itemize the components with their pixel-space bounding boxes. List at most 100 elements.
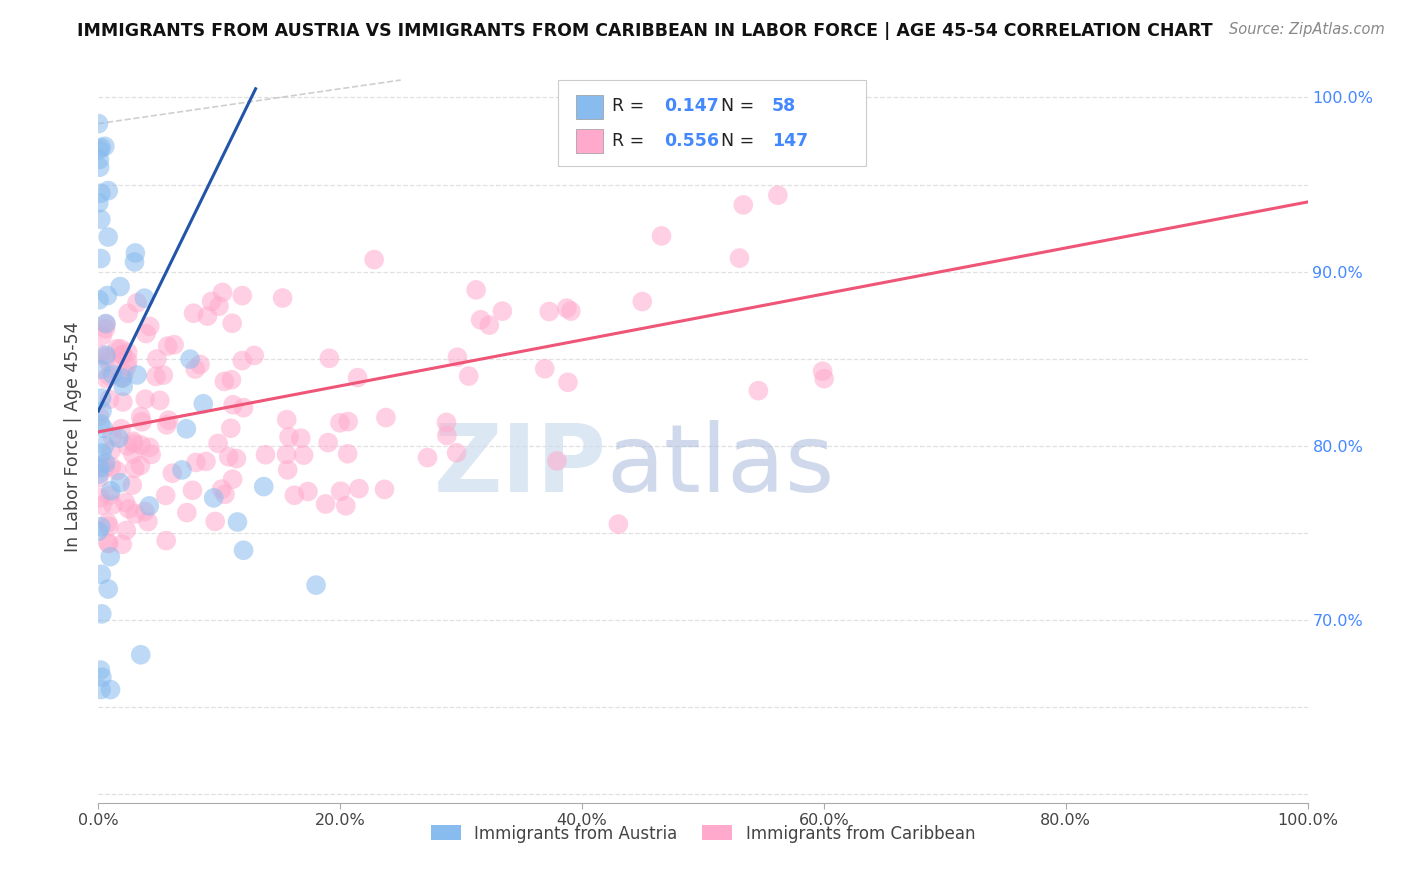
Point	[290, 431, 312, 445]
FancyBboxPatch shape	[576, 95, 603, 119]
Point	[138, 441, 160, 455]
Point	[747, 384, 769, 398]
Point	[557, 376, 579, 390]
Point	[176, 422, 198, 436]
Point	[184, 362, 207, 376]
Point	[112, 379, 135, 393]
Point	[87, 467, 110, 481]
Y-axis label: In Labor Force | Age 45-54: In Labor Force | Age 45-54	[65, 322, 83, 552]
Point	[232, 401, 254, 415]
Point	[197, 309, 219, 323]
Point	[207, 436, 229, 450]
Point	[318, 351, 340, 366]
Point	[90, 391, 112, 405]
Point	[152, 368, 174, 383]
Text: 0.147: 0.147	[664, 96, 718, 115]
Point	[94, 348, 117, 362]
Point	[329, 416, 352, 430]
Point	[478, 318, 501, 332]
Point	[651, 228, 673, 243]
Point	[184, 455, 207, 469]
Legend: Immigrants from Austria, Immigrants from Caribbean: Immigrants from Austria, Immigrants from…	[425, 818, 981, 849]
Point	[98, 549, 121, 564]
Point	[170, 463, 193, 477]
Point	[94, 317, 117, 331]
Point	[157, 413, 180, 427]
Point	[111, 348, 134, 362]
Point	[89, 461, 111, 475]
Point	[112, 366, 135, 380]
Point	[221, 373, 243, 387]
Point	[491, 304, 513, 318]
Point	[98, 488, 121, 502]
Point	[100, 483, 122, 498]
Point	[162, 466, 184, 480]
Point	[297, 484, 319, 499]
Point	[560, 304, 582, 318]
Point	[329, 484, 352, 499]
Point	[100, 443, 122, 458]
Point	[91, 421, 114, 435]
Point	[155, 488, 177, 502]
Point	[89, 160, 111, 174]
Point	[254, 448, 277, 462]
Point	[97, 355, 120, 369]
Point	[89, 293, 111, 307]
Point	[276, 448, 298, 462]
Point	[221, 472, 243, 486]
Point	[97, 516, 120, 530]
Point	[436, 428, 458, 442]
Point	[93, 439, 115, 453]
Point	[90, 212, 112, 227]
Point	[90, 446, 112, 460]
Point	[114, 495, 136, 509]
Point	[181, 483, 204, 498]
Point	[111, 371, 134, 385]
Point	[129, 438, 152, 452]
Point	[108, 475, 131, 490]
Point	[122, 434, 145, 449]
Text: N =: N =	[721, 132, 759, 150]
Point	[117, 306, 139, 320]
Point	[204, 515, 226, 529]
Point	[211, 482, 233, 496]
Point	[94, 322, 117, 336]
Point	[141, 447, 163, 461]
Point	[631, 294, 654, 309]
Point	[135, 326, 157, 341]
Point	[90, 140, 112, 154]
Text: R =: R =	[613, 96, 650, 115]
Point	[163, 337, 186, 351]
Point	[283, 488, 305, 502]
FancyBboxPatch shape	[558, 80, 866, 167]
Point	[193, 397, 215, 411]
Point	[96, 371, 118, 385]
Text: R =: R =	[613, 132, 650, 150]
Point	[90, 252, 112, 266]
Point	[200, 294, 222, 309]
Point	[124, 507, 146, 521]
Point	[111, 348, 134, 362]
Point	[811, 364, 834, 378]
Point	[91, 328, 114, 343]
Point	[176, 506, 198, 520]
Point	[124, 246, 146, 260]
Point	[97, 519, 120, 533]
Point	[766, 188, 789, 202]
Point	[117, 354, 139, 368]
Point	[90, 417, 112, 431]
Point	[115, 524, 138, 538]
Point	[125, 295, 148, 310]
Text: 0.556: 0.556	[664, 132, 720, 150]
Point	[232, 543, 254, 558]
Point	[231, 288, 253, 302]
Point	[97, 536, 120, 550]
Point	[110, 342, 132, 356]
Point	[134, 392, 156, 407]
Point	[90, 607, 112, 621]
Point	[89, 663, 111, 677]
Point	[219, 421, 242, 435]
Point	[136, 515, 159, 529]
Point	[138, 319, 160, 334]
Point	[111, 537, 134, 551]
